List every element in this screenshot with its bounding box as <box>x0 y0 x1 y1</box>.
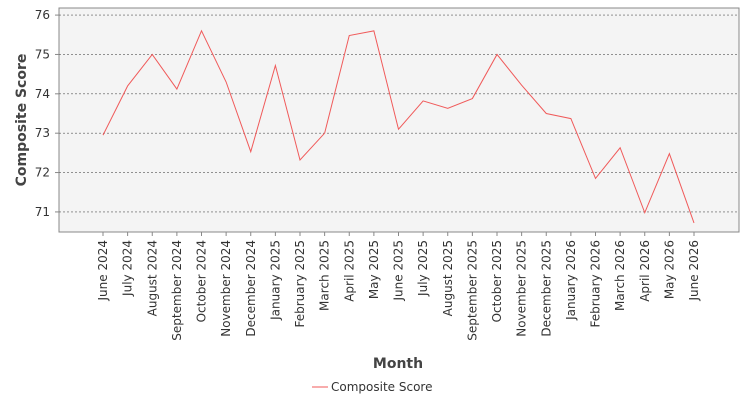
x-tick-label: November 2024 <box>219 240 233 337</box>
x-tick-label: March 2025 <box>318 240 332 311</box>
x-tick-label: May 2025 <box>367 240 381 299</box>
x-tick-label: June 2025 <box>392 240 406 302</box>
x-tick-label: November 2025 <box>515 240 529 337</box>
x-tick-label: August 2025 <box>441 240 455 316</box>
legend-label: Composite Score <box>331 380 432 394</box>
x-tick-label: April 2026 <box>638 240 652 302</box>
x-tick-label: December 2024 <box>244 240 258 337</box>
x-tick-label: August 2024 <box>145 240 159 316</box>
y-tick-label: 71 <box>35 205 50 219</box>
x-tick-label: February 2025 <box>293 240 307 328</box>
y-tick-label: 73 <box>35 126 50 140</box>
x-tick-label: December 2025 <box>539 240 553 337</box>
x-tick-label: October 2025 <box>490 240 504 322</box>
line <box>102 29 695 224</box>
y-tick-label: 76 <box>35 8 50 22</box>
y-tick-label: 72 <box>35 166 50 180</box>
x-tick-label: January 2026 <box>564 240 578 321</box>
x-tick-label: February 2026 <box>589 240 603 328</box>
x-tick-label: June 2026 <box>687 240 701 302</box>
x-tick-label: July 2024 <box>121 240 135 297</box>
x-axis-title: Month <box>373 356 423 372</box>
x-tick-label: April 2025 <box>342 240 356 302</box>
y-tick-label: 75 <box>35 47 50 61</box>
x-tick-label: September 2025 <box>465 240 479 341</box>
x-tick-label: May 2026 <box>662 240 676 299</box>
x-tick-label: September 2024 <box>170 240 184 341</box>
x-tick-label: January 2025 <box>268 240 282 321</box>
x-tick-label: October 2024 <box>195 240 209 322</box>
plot-area <box>58 7 740 233</box>
x-tick-label: June 2024 <box>96 240 110 302</box>
x-tick-label: July 2025 <box>416 240 430 297</box>
y-tick-label: 74 <box>35 87 50 101</box>
x-tick-label: March 2026 <box>613 240 627 311</box>
y-axis-title: Composite Score <box>14 54 30 187</box>
